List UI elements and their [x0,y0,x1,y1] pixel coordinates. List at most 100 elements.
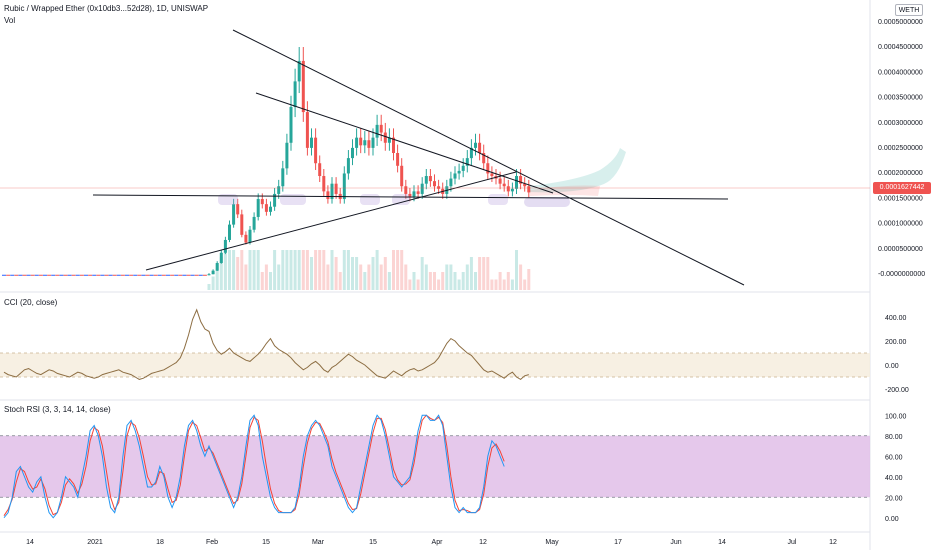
candle [469,147,473,159]
candle [293,81,297,107]
volume-label: Vol [4,16,16,25]
time-tick-label: Mar [312,539,325,546]
candle [465,158,469,166]
support-highlight [218,194,238,205]
stoch-tick-label: 60.00 [885,454,903,461]
price-pane[interactable] [0,29,870,290]
trendline [92,194,729,200]
candle [223,239,227,253]
candle [219,252,223,263]
candle [453,173,457,179]
volume-bar [318,250,322,290]
candle [314,137,318,164]
candle [420,183,424,194]
volume-bar [326,264,330,290]
volume-bar [502,279,506,290]
candle [412,191,416,197]
volume-bar [371,257,375,290]
volume-bar [346,250,350,290]
stoch-d-line [3,414,505,516]
time-tick-label: 12 [479,539,487,546]
candle [236,204,240,215]
volume-bar [219,257,223,290]
volume-bar [379,264,383,290]
candle [228,224,231,240]
volume-bar [482,257,486,290]
time-tick-label: 15 [369,539,377,546]
volume-bar [236,257,240,290]
candle [519,176,523,184]
stoch-tick-label: 40.00 [885,475,903,482]
price-axis[interactable]: 0.0005000000 0.0004500000 0.0004000000 0.00… [878,19,925,523]
volume-bar [223,250,227,290]
volume-bar [453,272,457,290]
price-tick-label: 0.0004000000 [878,69,923,76]
candle [248,229,252,243]
volume-bar [457,279,461,290]
candle [506,186,510,192]
volume-bar [301,250,305,290]
volume-bar [322,250,326,290]
stoch-tick-label: 20.00 [885,495,903,502]
candle [211,270,215,275]
candle [478,142,482,153]
volume-bar [228,250,231,290]
support-highlight [280,194,306,205]
volume-bar [494,279,498,290]
stoch-tick-label: 100.00 [885,413,907,420]
volume-bar [424,264,428,290]
candle [433,181,436,187]
candle [490,173,494,177]
candle [408,193,412,197]
candle [256,199,260,217]
volume-bar [387,272,391,290]
cci-tick-label: 0.00 [885,363,899,370]
volume-bar [433,272,436,290]
projection-up [530,148,626,193]
cci-tick-label: 400.00 [885,315,907,322]
candle [264,204,268,212]
price-tick-label: 0.0005000000 [878,19,923,26]
volume-bar [510,279,514,290]
time-tick-label: 18 [156,539,164,546]
candle [322,176,326,192]
volume-bar [240,250,244,290]
cci-pane[interactable] [0,308,870,381]
volume-bar [355,257,359,290]
volume-bar [465,264,469,290]
time-tick-label: Apr [432,539,444,546]
time-tick-label: Feb [206,539,218,546]
candle [396,153,400,166]
volume-bar [515,250,518,290]
volume-bar [416,279,420,290]
volume-bar [449,264,453,290]
candle [527,186,531,193]
candle [310,137,313,148]
volume-bar [264,264,268,290]
volume-bar [256,250,260,290]
volume-bar [248,250,252,290]
time-tick-label: 15 [262,539,270,546]
volume-bar [445,264,449,290]
volume-bar [412,272,416,290]
volume-bar [310,257,313,290]
price-tick-label: 0.0001500000 [878,195,923,202]
currency-badge[interactable]: WETH [895,4,923,16]
candle [269,206,272,212]
stoch-rsi-pane[interactable] [0,414,870,519]
time-axis[interactable]: 14 2021 18 Feb 15 Mar 15 Apr 12 May 17 Jun 14 Jul 12 [26,539,837,546]
candle [273,193,277,207]
candle [215,262,219,271]
candle [346,158,350,174]
volume-bar [441,272,445,290]
stoch-band [0,435,870,498]
candle [400,165,404,187]
candle [363,140,367,146]
candle [285,142,289,169]
time-tick-label: Jul [788,539,797,546]
cci-tick-label: -200.00 [885,387,909,394]
candle [232,204,236,225]
volume-bar [478,257,482,290]
candle [449,178,453,187]
